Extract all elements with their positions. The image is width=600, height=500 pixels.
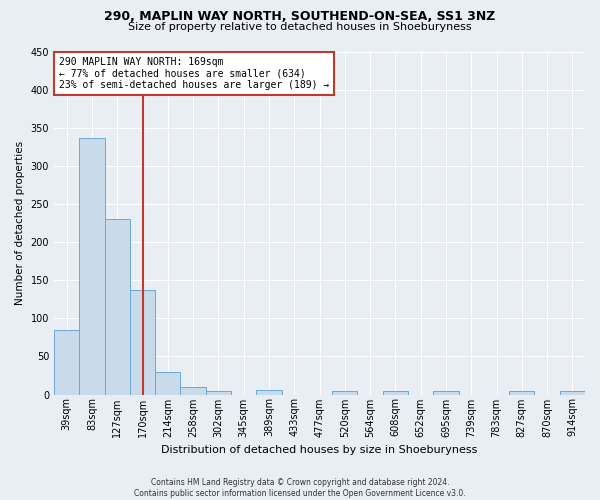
Bar [256, 390, 281, 394]
Bar [509, 392, 535, 394]
Bar [181, 387, 206, 394]
Bar [104, 219, 130, 394]
Text: 290 MAPLIN WAY NORTH: 169sqm
← 77% of detached houses are smaller (634)
23% of s: 290 MAPLIN WAY NORTH: 169sqm ← 77% of de… [59, 56, 329, 90]
Bar [560, 392, 585, 394]
Text: Size of property relative to detached houses in Shoeburyness: Size of property relative to detached ho… [128, 22, 472, 32]
Bar [206, 390, 231, 394]
Bar [155, 372, 181, 394]
Bar [383, 392, 408, 394]
Bar [54, 330, 79, 394]
Text: Contains HM Land Registry data © Crown copyright and database right 2024.
Contai: Contains HM Land Registry data © Crown c… [134, 478, 466, 498]
Bar [79, 138, 104, 394]
Bar [130, 290, 155, 395]
Y-axis label: Number of detached properties: Number of detached properties [15, 141, 25, 305]
Text: 290, MAPLIN WAY NORTH, SOUTHEND-ON-SEA, SS1 3NZ: 290, MAPLIN WAY NORTH, SOUTHEND-ON-SEA, … [104, 10, 496, 23]
Bar [332, 392, 358, 394]
Bar [433, 392, 458, 394]
X-axis label: Distribution of detached houses by size in Shoeburyness: Distribution of detached houses by size … [161, 445, 478, 455]
